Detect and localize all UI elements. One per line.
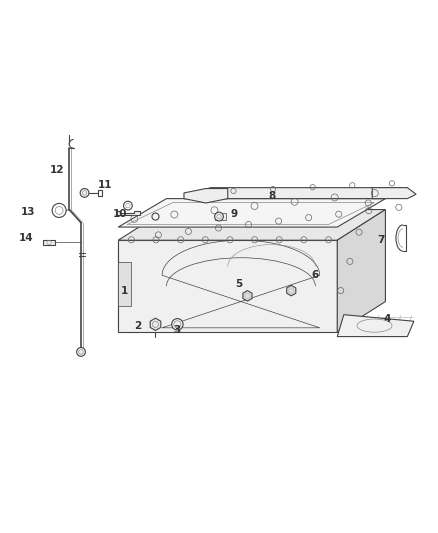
Polygon shape (150, 318, 161, 330)
Text: 3: 3 (174, 325, 181, 335)
Text: 11: 11 (98, 181, 113, 190)
Text: 9: 9 (231, 209, 238, 219)
Polygon shape (184, 189, 228, 203)
Polygon shape (372, 188, 416, 199)
Text: 4: 4 (384, 314, 391, 324)
Polygon shape (118, 262, 131, 306)
Text: 1: 1 (121, 286, 128, 296)
Polygon shape (116, 211, 140, 215)
Polygon shape (118, 240, 337, 332)
Text: 12: 12 (49, 165, 64, 175)
Polygon shape (243, 290, 252, 301)
Polygon shape (337, 314, 414, 336)
Text: 8: 8 (268, 191, 275, 201)
Circle shape (172, 319, 183, 330)
Polygon shape (337, 209, 385, 332)
Text: 6: 6 (312, 270, 319, 280)
Text: 7: 7 (378, 235, 385, 245)
Polygon shape (184, 188, 407, 199)
Polygon shape (118, 199, 385, 227)
Polygon shape (43, 240, 55, 245)
Text: 2: 2 (134, 321, 141, 330)
Text: 13: 13 (21, 207, 36, 217)
Polygon shape (287, 285, 296, 296)
Text: 14: 14 (19, 233, 34, 243)
Circle shape (77, 348, 85, 356)
Circle shape (215, 212, 223, 221)
Text: 5: 5 (235, 279, 242, 289)
Polygon shape (215, 213, 226, 220)
Circle shape (80, 189, 89, 197)
Polygon shape (118, 209, 385, 240)
Text: 10: 10 (113, 209, 128, 219)
